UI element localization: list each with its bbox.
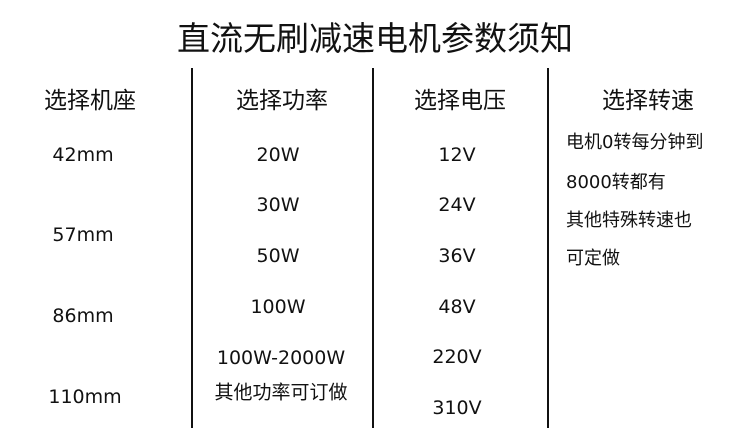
header-frame-size: 选择机座: [44, 88, 136, 114]
power-item: 100W: [250, 296, 306, 318]
power-item: 100W-2000W: [216, 347, 346, 369]
power-item: 30W: [256, 194, 300, 216]
column-divider: [547, 68, 549, 428]
power-item: 其他功率可订做: [214, 381, 348, 404]
voltage-item: 48V: [438, 296, 476, 318]
header-speed: 选择转速: [602, 88, 694, 114]
power-item: 50W: [256, 245, 300, 267]
speed-note-line: 可定做: [566, 248, 620, 269]
power-item: 20W: [256, 144, 300, 166]
column-divider: [191, 68, 193, 428]
voltage-item: 310V: [432, 397, 482, 419]
frame-size-item: 42mm: [52, 144, 114, 166]
frame-size-item: 57mm: [52, 224, 114, 246]
speed-note-line: 其他特殊转速也: [566, 210, 692, 231]
column-divider: [372, 68, 374, 428]
voltage-item: 12V: [438, 144, 476, 166]
header-voltage: 选择电压: [414, 88, 506, 114]
frame-size-item: 110mm: [48, 386, 122, 408]
voltage-item: 36V: [438, 245, 476, 267]
page-title: 直流无刷减速电机参数须知: [177, 19, 573, 58]
speed-note-line: 电机0转每分钟到: [566, 132, 704, 153]
voltage-item: 220V: [432, 346, 482, 368]
header-power: 选择功率: [236, 88, 328, 114]
speed-note-line: 8000转都有: [566, 172, 666, 193]
frame-size-item: 86mm: [52, 305, 114, 327]
voltage-item: 24V: [438, 194, 476, 216]
